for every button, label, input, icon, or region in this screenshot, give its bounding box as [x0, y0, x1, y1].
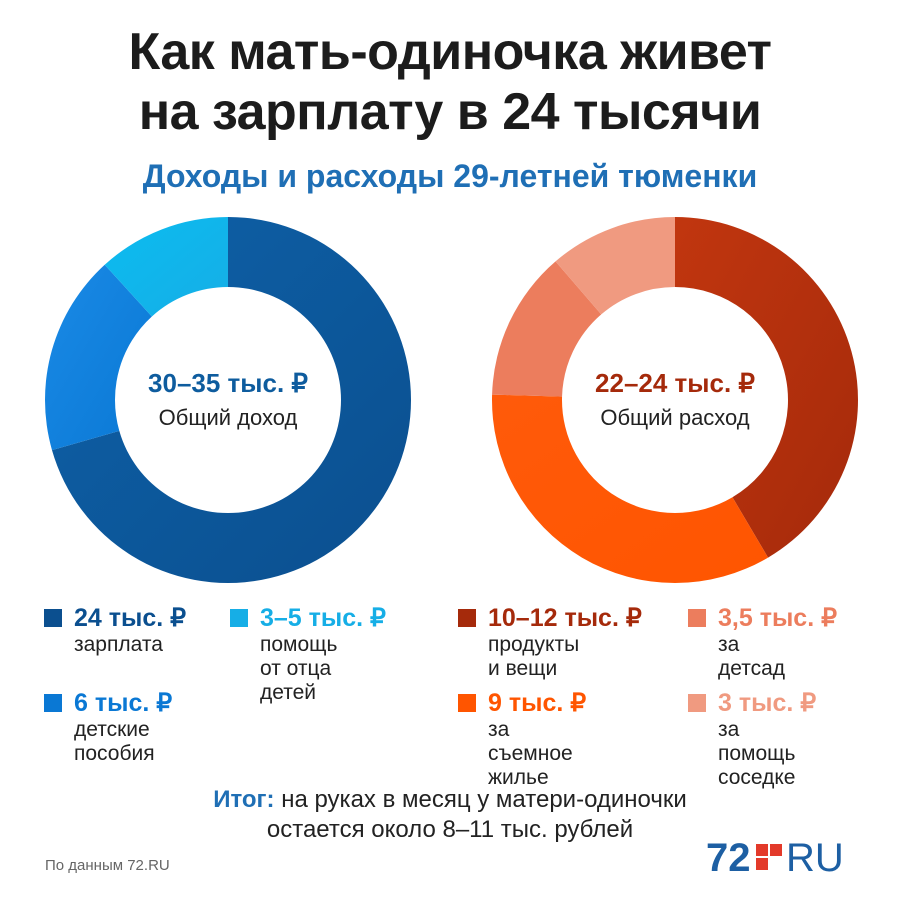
legend-label-line: детские — [74, 718, 150, 741]
legend-label-line: от отца — [260, 657, 332, 680]
summary-line-1: Итог: на руках в месяц у матери-одиночки — [0, 785, 900, 815]
income-total-value: 30–35 тыс. ₽ — [148, 368, 308, 398]
logo-number: 72 — [706, 836, 751, 880]
expense-total-label: Общий расход — [600, 405, 750, 430]
legend-label: за детсад — [718, 633, 785, 681]
title-line-1: Как мать-одиночка живет — [128, 23, 772, 81]
legend-value: 24 тыс. ₽ — [74, 604, 187, 632]
summary-line-2: остается около 8–11 тыс. рублей — [266, 816, 634, 843]
legend-value: 9 тыс. ₽ — [488, 689, 587, 717]
source-note: По данным 72.RU — [45, 857, 170, 874]
legend-label-line: и вещи — [488, 657, 558, 680]
legend-value: 3,5 тыс. ₽ — [718, 604, 837, 632]
legend-value: 3–5 тыс. ₽ — [260, 604, 386, 632]
title-line-2: на зарплату в 24 тысячи — [138, 83, 762, 141]
legend-label-line: за детсад — [718, 633, 786, 680]
expense-total-value: 22–24 тыс. ₽ — [595, 368, 755, 398]
legend-label-line: детей — [260, 681, 317, 704]
legend-label: зарплата — [74, 633, 163, 657]
legend-swatch — [688, 609, 706, 627]
legend-swatch — [44, 609, 62, 627]
legend-label: помощь от отца детей — [260, 633, 337, 705]
expense-center: 22–24 тыс. ₽ Общий расход — [555, 368, 795, 431]
income-donut-chart — [44, 217, 411, 583]
income-center: 30–35 тыс. ₽ Общий доход — [108, 368, 348, 431]
legend-value: 6 тыс. ₽ — [74, 689, 173, 717]
subtitle: Доходы и расходы 29-летней тюменки — [142, 158, 758, 194]
logo-mark-icon — [756, 844, 782, 870]
expense-slice-3 — [555, 217, 675, 315]
logo-suffix: RU — [786, 836, 844, 880]
income-total-label: Общий доход — [158, 405, 298, 430]
legend-value: 3 тыс. ₽ — [718, 689, 817, 717]
legend-swatch — [688, 694, 706, 712]
expense-donut-chart — [492, 217, 858, 583]
legend-value: 10–12 тыс. ₽ — [488, 604, 642, 632]
income-slice-1 — [44, 264, 152, 451]
legend-label-line: помощь — [260, 633, 338, 656]
legend-label: продукты и вещи — [488, 633, 579, 681]
legend-label-line: за съемное — [488, 718, 573, 765]
income-slice-2 — [104, 217, 228, 317]
legend-label-line: жилье — [488, 766, 549, 789]
legend-label-line: за помощь — [718, 718, 796, 765]
legend-swatch — [458, 694, 476, 712]
legend-label-line: зарплата — [74, 633, 163, 656]
expense-slice-0 — [675, 217, 858, 558]
legend-label-line: соседке — [718, 766, 796, 789]
legend-swatch — [44, 694, 62, 712]
expense-slice-1 — [492, 394, 769, 583]
income-slice-0 — [51, 217, 411, 583]
legend-swatch — [458, 609, 476, 627]
legend-label: детские пособия — [74, 718, 155, 766]
legend-label: за съемное жилье — [488, 718, 573, 790]
legend-label: за помощь соседке — [718, 718, 796, 790]
legend-label-line: пособия — [74, 742, 155, 765]
legend-label-line: продукты — [488, 633, 580, 656]
summary-accent: Итог: — [213, 786, 275, 813]
summary-text-1: на руках в месяц у матери-одиночки — [274, 786, 687, 813]
page-title: Как мать-одиночка живет на зарплату в 24… — [0, 22, 900, 142]
legend-swatch — [230, 609, 248, 627]
summary: Итог: на руках в месяц у матери-одиночки… — [0, 785, 900, 845]
expense-slice-2 — [492, 261, 602, 397]
